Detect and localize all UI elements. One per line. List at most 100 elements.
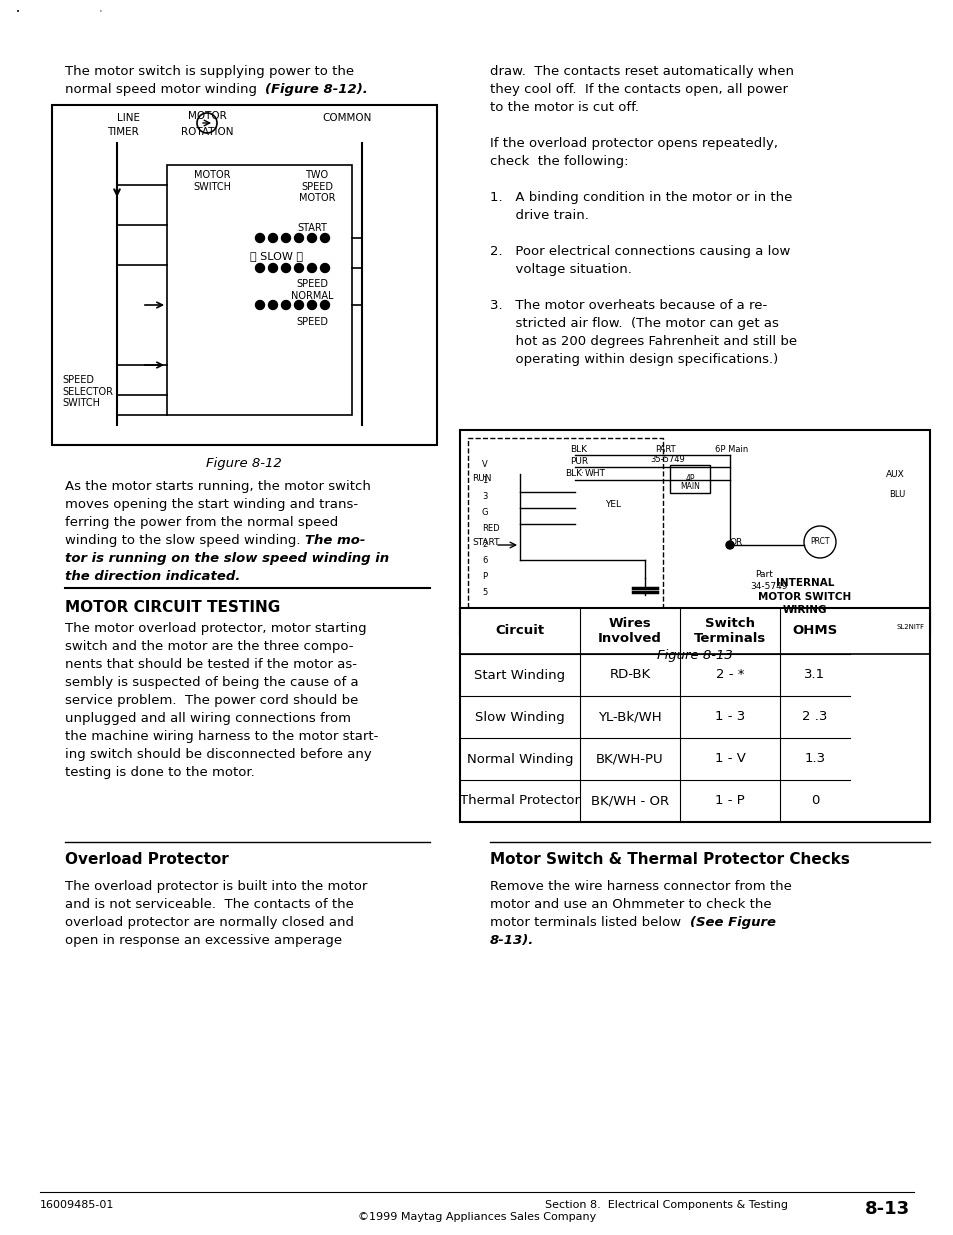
- Text: BLK: BLK: [569, 445, 586, 454]
- Text: INTERNAL: INTERNAL: [775, 578, 833, 588]
- Text: moves opening the start winding and trans-: moves opening the start winding and tran…: [65, 498, 357, 511]
- Text: to the motor is cut off.: to the motor is cut off.: [490, 101, 639, 114]
- Circle shape: [281, 263, 291, 273]
- Text: the machine wiring harness to the motor start-: the machine wiring harness to the motor …: [65, 730, 378, 743]
- Text: MOTOR SWITCH: MOTOR SWITCH: [758, 592, 851, 601]
- Text: 1 - 3: 1 - 3: [714, 710, 744, 724]
- Text: SPEED: SPEED: [295, 279, 328, 289]
- Text: Slow Winding: Slow Winding: [475, 710, 564, 724]
- Bar: [459, 608, 929, 823]
- Text: YEL: YEL: [604, 500, 620, 509]
- Text: Wires
Involved: Wires Involved: [598, 618, 661, 645]
- Text: drive train.: drive train.: [490, 209, 588, 222]
- Text: TIMER: TIMER: [107, 127, 138, 137]
- Text: The motor overload protector, motor starting: The motor overload protector, motor star…: [65, 622, 366, 635]
- Text: The motor switch is supplying power to the: The motor switch is supplying power to t…: [65, 65, 354, 78]
- Text: Normal Winding: Normal Winding: [466, 752, 573, 766]
- Text: ': ': [99, 9, 101, 15]
- Text: ing switch should be disconnected before any: ing switch should be disconnected before…: [65, 748, 372, 761]
- Text: check  the following:: check the following:: [490, 156, 628, 168]
- Text: If the overload protector opens repeatedly,: If the overload protector opens repeated…: [490, 137, 778, 149]
- Text: open in response an excessive amperage: open in response an excessive amperage: [65, 934, 342, 947]
- Text: 2 - *: 2 - *: [715, 668, 743, 682]
- Text: BLU: BLU: [888, 490, 904, 499]
- Text: START: START: [296, 224, 327, 233]
- Circle shape: [725, 541, 733, 550]
- Circle shape: [320, 263, 329, 273]
- Circle shape: [255, 300, 264, 310]
- Text: Start Winding: Start Winding: [474, 668, 565, 682]
- Text: OHMS: OHMS: [792, 625, 837, 637]
- Circle shape: [307, 233, 316, 242]
- Text: operating within design specifications.): operating within design specifications.): [490, 353, 778, 366]
- Circle shape: [320, 300, 329, 310]
- Bar: [459, 430, 929, 635]
- Text: 34-5749: 34-5749: [749, 582, 786, 592]
- Text: 1: 1: [481, 475, 487, 485]
- Text: BK/WH - OR: BK/WH - OR: [590, 794, 668, 808]
- Text: (Figure 8-12).: (Figure 8-12).: [265, 83, 367, 96]
- Text: 2: 2: [481, 540, 487, 550]
- Text: MOTOR: MOTOR: [188, 111, 226, 121]
- Circle shape: [255, 263, 264, 273]
- Text: As the motor starts running, the motor switch: As the motor starts running, the motor s…: [65, 480, 371, 493]
- Text: START: START: [472, 538, 499, 547]
- Text: hot as 200 degrees Fahrenheit and still be: hot as 200 degrees Fahrenheit and still …: [490, 335, 797, 348]
- Text: The mo-: The mo-: [305, 534, 365, 547]
- Text: draw.  The contacts reset automatically when: draw. The contacts reset automatically w…: [490, 65, 793, 78]
- Text: OR: OR: [729, 538, 742, 547]
- Text: 1 - P: 1 - P: [715, 794, 744, 808]
- Text: the direction indicated.: the direction indicated.: [65, 571, 240, 583]
- Text: LINE: LINE: [117, 112, 140, 124]
- Text: Part: Part: [754, 571, 772, 579]
- Circle shape: [255, 233, 264, 242]
- Text: TWO
SPEED
MOTOR: TWO SPEED MOTOR: [298, 170, 335, 204]
- Text: ROTATION: ROTATION: [180, 127, 233, 137]
- Text: 35-5749: 35-5749: [649, 454, 684, 464]
- Text: MOTOR CIRCUIT TESTING: MOTOR CIRCUIT TESTING: [65, 600, 280, 615]
- Text: 2 .3: 2 .3: [801, 710, 827, 724]
- Text: ©1999 Maytag Appliances Sales Company: ©1999 Maytag Appliances Sales Company: [357, 1212, 596, 1221]
- Text: Motor Switch & Thermal Protector Checks: Motor Switch & Thermal Protector Checks: [490, 852, 849, 867]
- Text: (See Figure: (See Figure: [689, 916, 775, 929]
- Text: 1.3: 1.3: [803, 752, 824, 766]
- Text: motor and use an Ohmmeter to check the: motor and use an Ohmmeter to check the: [490, 898, 771, 911]
- Text: and is not serviceable.  The contacts of the: and is not serviceable. The contacts of …: [65, 898, 354, 911]
- Text: RUN: RUN: [472, 474, 491, 483]
- Circle shape: [281, 300, 291, 310]
- Text: 5: 5: [481, 588, 487, 597]
- Text: sembly is suspected of being the cause of a: sembly is suspected of being the cause o…: [65, 676, 358, 689]
- Text: Remove the wire harness connector from the: Remove the wire harness connector from t…: [490, 881, 791, 893]
- Text: Figure 8-13: Figure 8-13: [657, 650, 732, 662]
- Text: PUR: PUR: [569, 457, 587, 466]
- Circle shape: [281, 233, 291, 242]
- Text: The overload protector is built into the motor: The overload protector is built into the…: [65, 881, 367, 893]
- Circle shape: [307, 300, 316, 310]
- Text: ·: ·: [580, 469, 583, 478]
- Circle shape: [320, 233, 329, 242]
- Text: 2.   Poor electrical connections causing a low: 2. Poor electrical connections causing a…: [490, 245, 789, 258]
- Text: Ⓡ SLOW Ⓐ: Ⓡ SLOW Ⓐ: [250, 251, 303, 261]
- Text: testing is done to the motor.: testing is done to the motor.: [65, 766, 254, 779]
- Text: SPEED
SELECTOR
SWITCH: SPEED SELECTOR SWITCH: [62, 375, 112, 409]
- Text: service problem.  The power cord should be: service problem. The power cord should b…: [65, 694, 358, 706]
- Text: BK/WH-PU: BK/WH-PU: [596, 752, 663, 766]
- Text: MAIN: MAIN: [679, 482, 700, 492]
- Text: 6P Main: 6P Main: [714, 445, 747, 454]
- Circle shape: [268, 233, 277, 242]
- Text: 0: 0: [810, 794, 819, 808]
- Text: •: •: [16, 9, 20, 15]
- Text: winding to the slow speed winding.: winding to the slow speed winding.: [65, 534, 309, 547]
- Text: Circuit: Circuit: [495, 625, 544, 637]
- Text: voltage situation.: voltage situation.: [490, 263, 631, 275]
- Text: WHT: WHT: [584, 469, 605, 478]
- Text: AUX: AUX: [885, 471, 904, 479]
- Text: motor terminals listed below: motor terminals listed below: [490, 916, 684, 929]
- Text: RED: RED: [481, 524, 499, 534]
- Text: overload protector are normally closed and: overload protector are normally closed a…: [65, 916, 354, 929]
- Circle shape: [294, 263, 303, 273]
- Text: WIRING: WIRING: [781, 605, 826, 615]
- Text: NORMAL: NORMAL: [291, 291, 333, 301]
- Text: 1 - V: 1 - V: [714, 752, 744, 766]
- Circle shape: [307, 263, 316, 273]
